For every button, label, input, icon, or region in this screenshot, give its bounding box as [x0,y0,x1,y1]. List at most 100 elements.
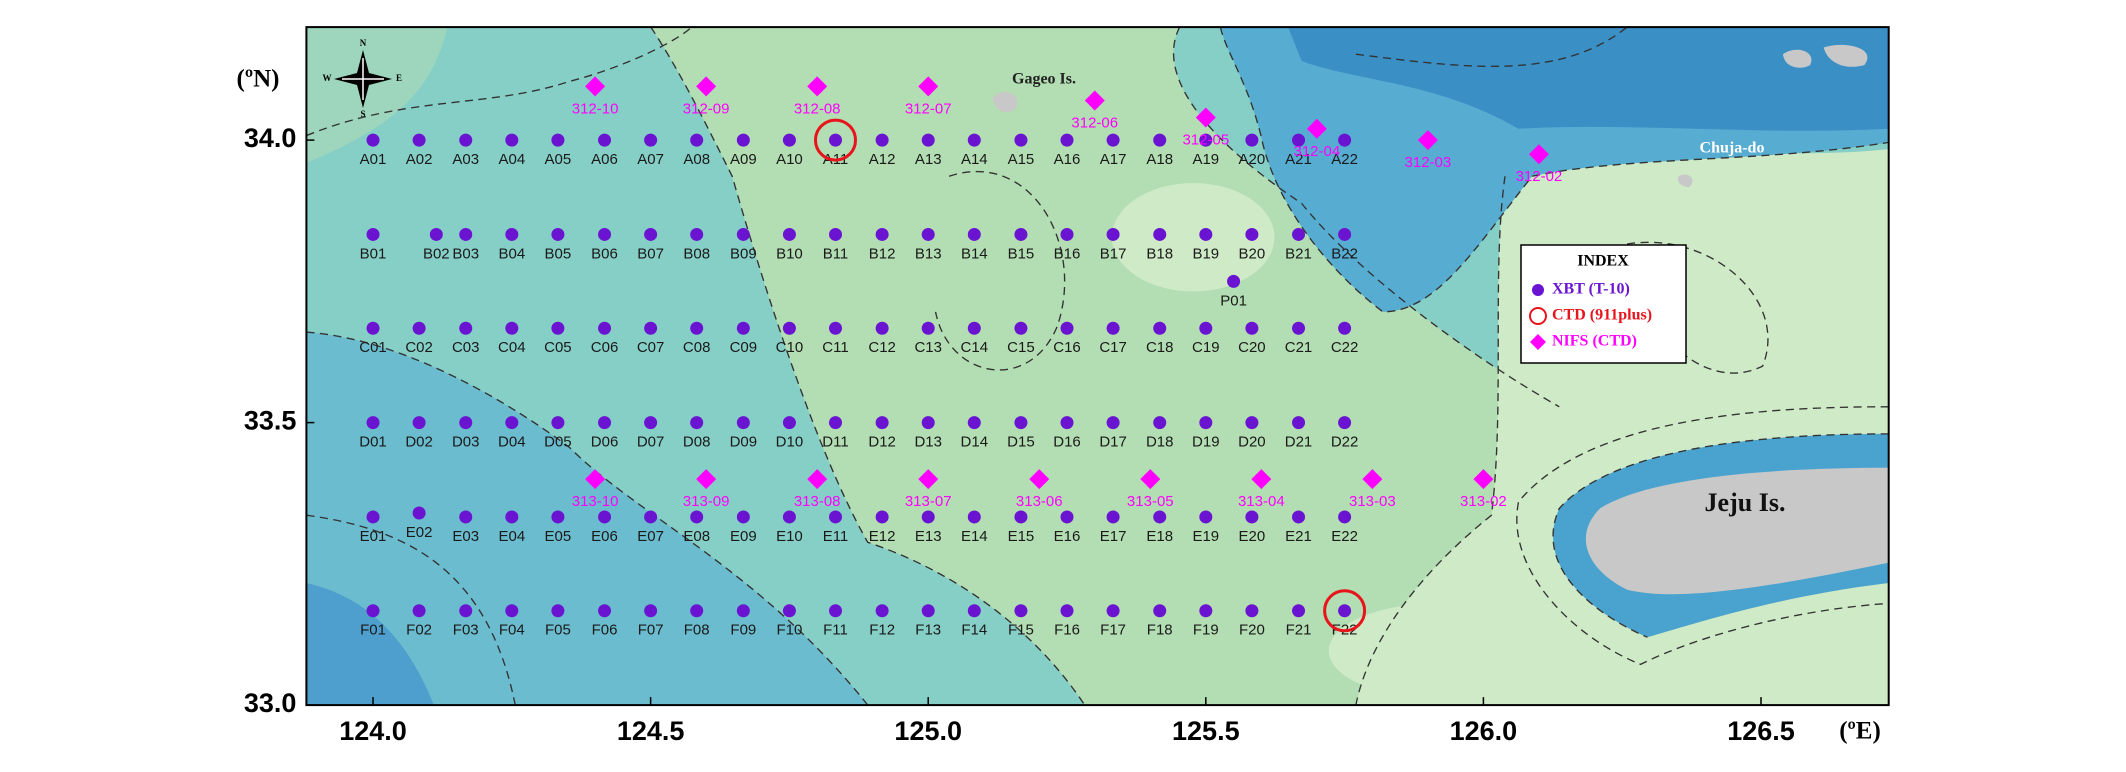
station-label: C19 [1192,339,1220,356]
station-label: C20 [1238,339,1266,356]
xbt-station [921,604,935,618]
xbt-station [875,227,889,241]
xbt-station [459,416,473,430]
xbt-station [1153,227,1167,241]
xbt-station [828,604,842,618]
xbt-station [1245,321,1259,335]
ctd-station [813,118,857,162]
xbt-station [551,133,565,147]
station-label: C15 [1007,339,1035,356]
xbt-station [1227,274,1241,288]
xbt-station [366,133,380,147]
station-label: B01 [360,245,387,262]
xbt-station [1199,604,1213,618]
station-label: E17 [1100,528,1127,545]
y-axis-label: (ºN) [237,66,280,93]
xbt-station [1199,227,1213,241]
station-label: D10 [776,434,804,451]
xbt-station [1153,604,1167,618]
nifs-station [807,469,828,490]
xbt-station [1060,321,1074,335]
xbt-station [690,321,704,335]
station-label: B10 [776,245,803,262]
nifs-label: 313-05 [1127,493,1174,510]
xbt-station [690,416,704,430]
xbt-station [921,227,935,241]
nifs-label: 313-06 [1016,493,1063,510]
x-tick-label: 125.5 [1172,716,1240,746]
xbt-station [1292,133,1306,147]
station-label: A17 [1100,151,1127,168]
legend-marker [1529,307,1547,325]
xbt-station [412,321,426,335]
station-label: D06 [591,434,619,451]
station-label: D08 [683,434,711,451]
xbt-station [967,321,981,335]
station-label: A09 [730,151,757,168]
xbt-station [690,604,704,618]
xbt-station [598,416,612,430]
station-label: D04 [498,434,526,451]
place-name: Chuja-do [1700,140,1765,157]
station-label: E15 [1008,528,1035,545]
nifs-station [1084,90,1105,111]
xbt-station [1106,227,1120,241]
station-label: E08 [683,528,710,545]
xbt-station [598,227,612,241]
xbt-station [1153,133,1167,147]
station-label: B22 [1331,245,1358,262]
station-label: B04 [498,245,525,262]
xbt-station [644,510,658,524]
nifs-label: 312-09 [683,100,730,117]
place-name: Jeju Is. [1705,488,1786,517]
station-label: B02 [423,245,450,262]
xbt-station [1014,510,1028,524]
xbt-station [875,416,889,430]
station-label: B17 [1100,245,1127,262]
xbt-station [1338,133,1352,147]
legend-label: XBT (T-10) [1552,281,1630,298]
station-label: B15 [1008,245,1035,262]
station-label: C21 [1285,339,1313,356]
xbt-station [1106,604,1120,618]
station-label: E02 [406,524,433,541]
nifs-label: 312-04 [1293,143,1340,160]
station-label: B07 [637,245,664,262]
station-label: A19 [1192,151,1219,168]
xbt-station [1060,133,1074,147]
xbt-station [644,133,658,147]
xbt-station [1060,227,1074,241]
xbt-station [875,133,889,147]
station-label: E13 [915,528,942,545]
nifs-station [807,76,828,97]
station-label: E16 [1054,528,1081,545]
station-label: E09 [730,528,757,545]
xbt-station [690,133,704,147]
nifs-label: 312-10 [572,100,619,117]
station-label: D15 [1007,434,1035,451]
station-label: C01 [359,339,387,356]
xbt-station [1292,227,1306,241]
nifs-label: 312-02 [1516,168,1563,185]
xbt-station [1153,510,1167,524]
xbt-station [967,133,981,147]
nifs-label: 313-04 [1238,493,1285,510]
frame [305,26,1890,707]
station-label: C14 [961,339,989,356]
xbt-station [921,133,935,147]
xbt-station [1014,133,1028,147]
nifs-station [696,469,717,490]
xbt-station [366,416,380,430]
station-label: C18 [1146,339,1174,356]
station-label: E14 [961,528,988,545]
xbt-station [828,510,842,524]
nifs-station [1140,469,1161,490]
xbt-station [782,416,796,430]
xbt-station [1106,510,1120,524]
legend: INDEX XBT (T-10) CTD (911plus) NIFS (CTD) [1520,244,1687,364]
station-label: B03 [452,245,479,262]
nifs-label: 312-03 [1405,154,1452,171]
xbt-station [1014,416,1028,430]
station-label: C04 [498,339,526,356]
station-label: E22 [1331,528,1358,545]
